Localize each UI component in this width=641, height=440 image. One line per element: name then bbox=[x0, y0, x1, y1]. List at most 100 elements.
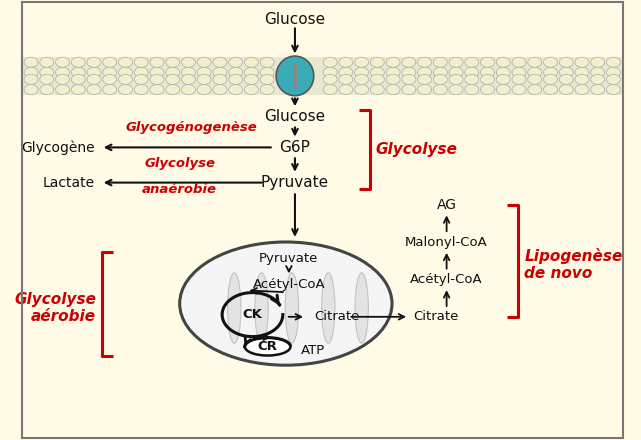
Circle shape bbox=[433, 74, 447, 84]
Circle shape bbox=[465, 74, 479, 84]
Circle shape bbox=[544, 84, 558, 95]
Circle shape bbox=[496, 84, 510, 95]
Circle shape bbox=[512, 74, 526, 84]
Circle shape bbox=[370, 84, 385, 95]
Circle shape bbox=[244, 84, 258, 95]
Circle shape bbox=[260, 74, 274, 84]
Circle shape bbox=[150, 57, 164, 67]
Circle shape bbox=[386, 74, 400, 84]
Circle shape bbox=[244, 74, 258, 84]
Circle shape bbox=[481, 84, 494, 95]
Circle shape bbox=[119, 57, 133, 67]
Circle shape bbox=[559, 74, 573, 84]
Circle shape bbox=[56, 57, 69, 67]
Circle shape bbox=[417, 74, 431, 84]
Text: Acétyl-CoA: Acétyl-CoA bbox=[253, 278, 325, 291]
Circle shape bbox=[197, 84, 211, 95]
Circle shape bbox=[465, 57, 479, 67]
Circle shape bbox=[449, 57, 463, 67]
Text: Glucose: Glucose bbox=[264, 109, 326, 124]
Circle shape bbox=[575, 84, 589, 95]
Circle shape bbox=[71, 57, 85, 67]
Circle shape bbox=[56, 84, 69, 95]
Circle shape bbox=[134, 57, 148, 67]
Circle shape bbox=[260, 57, 274, 67]
Circle shape bbox=[181, 57, 196, 67]
Circle shape bbox=[134, 84, 148, 95]
Circle shape bbox=[591, 57, 604, 67]
Ellipse shape bbox=[179, 242, 392, 365]
Circle shape bbox=[197, 74, 211, 84]
Circle shape bbox=[354, 67, 369, 77]
Circle shape bbox=[103, 84, 117, 95]
Text: CR: CR bbox=[258, 340, 278, 353]
Text: Lactate: Lactate bbox=[42, 176, 95, 190]
Circle shape bbox=[24, 74, 38, 84]
Circle shape bbox=[119, 84, 133, 95]
Circle shape bbox=[591, 74, 604, 84]
Circle shape bbox=[386, 67, 400, 77]
Circle shape bbox=[528, 84, 542, 95]
Circle shape bbox=[323, 57, 337, 67]
Ellipse shape bbox=[228, 273, 241, 343]
Circle shape bbox=[197, 67, 211, 77]
Text: aérobie: aérobie bbox=[31, 309, 96, 324]
Circle shape bbox=[229, 84, 243, 95]
Circle shape bbox=[481, 57, 494, 67]
Text: Glycogénogenèse: Glycogénogenèse bbox=[126, 121, 258, 134]
Circle shape bbox=[181, 74, 196, 84]
Ellipse shape bbox=[322, 273, 335, 343]
Text: de novo: de novo bbox=[524, 265, 593, 281]
Circle shape bbox=[24, 57, 38, 67]
Circle shape bbox=[386, 84, 400, 95]
Circle shape bbox=[496, 57, 510, 67]
Text: Glucose: Glucose bbox=[264, 12, 326, 27]
Circle shape bbox=[512, 67, 526, 77]
Circle shape bbox=[87, 84, 101, 95]
Circle shape bbox=[402, 67, 416, 77]
Circle shape bbox=[402, 57, 416, 67]
Circle shape bbox=[323, 74, 337, 84]
Circle shape bbox=[370, 67, 385, 77]
Circle shape bbox=[417, 84, 431, 95]
Text: ATP: ATP bbox=[301, 344, 325, 357]
Circle shape bbox=[197, 57, 211, 67]
Text: Glycogène: Glycogène bbox=[21, 140, 95, 154]
Circle shape bbox=[339, 84, 353, 95]
Circle shape bbox=[166, 84, 179, 95]
Circle shape bbox=[528, 67, 542, 77]
Circle shape bbox=[606, 84, 620, 95]
Circle shape bbox=[575, 74, 589, 84]
Circle shape bbox=[24, 67, 38, 77]
Circle shape bbox=[433, 84, 447, 95]
Circle shape bbox=[354, 74, 369, 84]
Circle shape bbox=[402, 84, 416, 95]
Circle shape bbox=[606, 67, 620, 77]
Text: G6P: G6P bbox=[279, 140, 310, 155]
Circle shape bbox=[103, 67, 117, 77]
Circle shape bbox=[56, 74, 69, 84]
Circle shape bbox=[512, 84, 526, 95]
Circle shape bbox=[559, 84, 573, 95]
Circle shape bbox=[40, 74, 54, 84]
Circle shape bbox=[481, 74, 494, 84]
Circle shape bbox=[433, 57, 447, 67]
Text: Citrate: Citrate bbox=[314, 310, 360, 323]
Circle shape bbox=[370, 57, 385, 67]
Circle shape bbox=[87, 67, 101, 77]
Circle shape bbox=[339, 67, 353, 77]
Circle shape bbox=[544, 74, 558, 84]
Circle shape bbox=[119, 74, 133, 84]
Circle shape bbox=[496, 67, 510, 77]
Circle shape bbox=[528, 57, 542, 67]
Circle shape bbox=[354, 57, 369, 67]
Ellipse shape bbox=[245, 338, 290, 356]
Circle shape bbox=[465, 67, 479, 77]
Circle shape bbox=[354, 84, 369, 95]
Circle shape bbox=[449, 74, 463, 84]
Circle shape bbox=[229, 57, 243, 67]
Circle shape bbox=[229, 74, 243, 84]
Circle shape bbox=[213, 57, 227, 67]
Circle shape bbox=[260, 67, 274, 77]
Circle shape bbox=[591, 67, 604, 77]
